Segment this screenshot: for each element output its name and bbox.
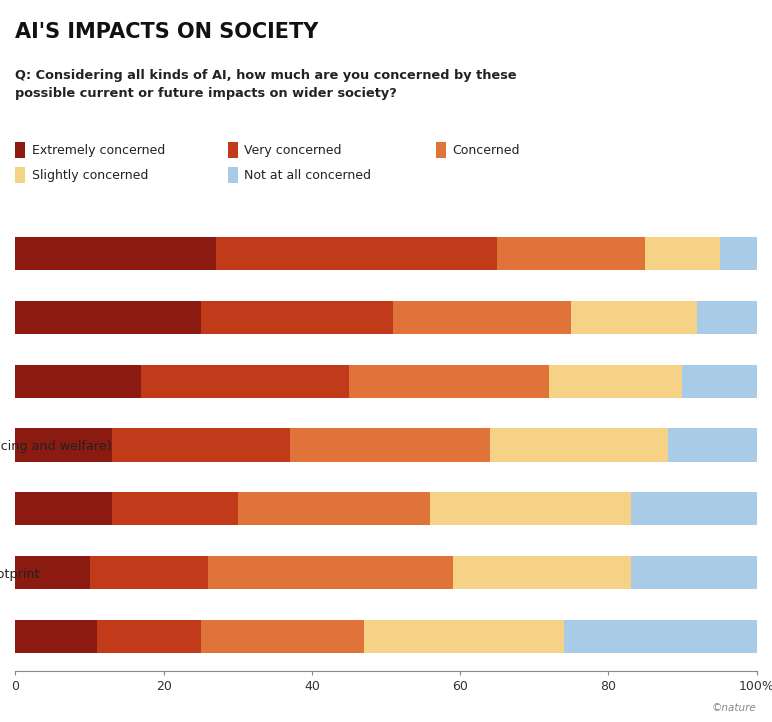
- Bar: [631, 556, 757, 589]
- Bar: [15, 365, 141, 398]
- Text: Not at all concerned: Not at all concerned: [244, 169, 371, 182]
- Bar: [112, 428, 290, 461]
- Bar: [141, 365, 349, 398]
- Text: Concerned: Concerned: [452, 144, 520, 157]
- Bar: [571, 301, 697, 334]
- Text: Q: Considering all kinds of AI, how much are you concerned by these
possible cur: Q: Considering all kinds of AI, how much…: [15, 69, 517, 100]
- Bar: [15, 619, 97, 653]
- Bar: [645, 237, 720, 270]
- Text: ©nature: ©nature: [712, 703, 757, 713]
- Bar: [15, 428, 112, 461]
- Bar: [549, 365, 682, 398]
- Text: Very concerned: Very concerned: [244, 144, 341, 157]
- Bar: [201, 301, 394, 334]
- Bar: [201, 619, 364, 653]
- Bar: [394, 301, 571, 334]
- Bar: [112, 492, 238, 526]
- Bar: [349, 365, 549, 398]
- Bar: [697, 301, 757, 334]
- Bar: [215, 237, 497, 270]
- Text: Slightly concerned: Slightly concerned: [32, 169, 148, 182]
- Bar: [208, 556, 452, 589]
- Bar: [564, 619, 757, 653]
- Bar: [497, 237, 645, 270]
- Bar: [15, 492, 112, 526]
- Text: AI'S IMPACTS ON SOCIETY: AI'S IMPACTS ON SOCIETY: [15, 22, 319, 42]
- Text: Extremely concerned: Extremely concerned: [32, 144, 165, 157]
- Bar: [15, 556, 90, 589]
- Bar: [452, 556, 631, 589]
- Bar: [90, 556, 208, 589]
- Bar: [682, 365, 757, 398]
- Bar: [238, 492, 431, 526]
- Bar: [431, 492, 631, 526]
- Bar: [489, 428, 668, 461]
- Bar: [631, 492, 757, 526]
- Bar: [364, 619, 564, 653]
- Bar: [15, 301, 201, 334]
- Bar: [720, 237, 757, 270]
- Bar: [97, 619, 201, 653]
- Bar: [290, 428, 489, 461]
- Bar: [668, 428, 757, 461]
- Bar: [15, 237, 215, 270]
